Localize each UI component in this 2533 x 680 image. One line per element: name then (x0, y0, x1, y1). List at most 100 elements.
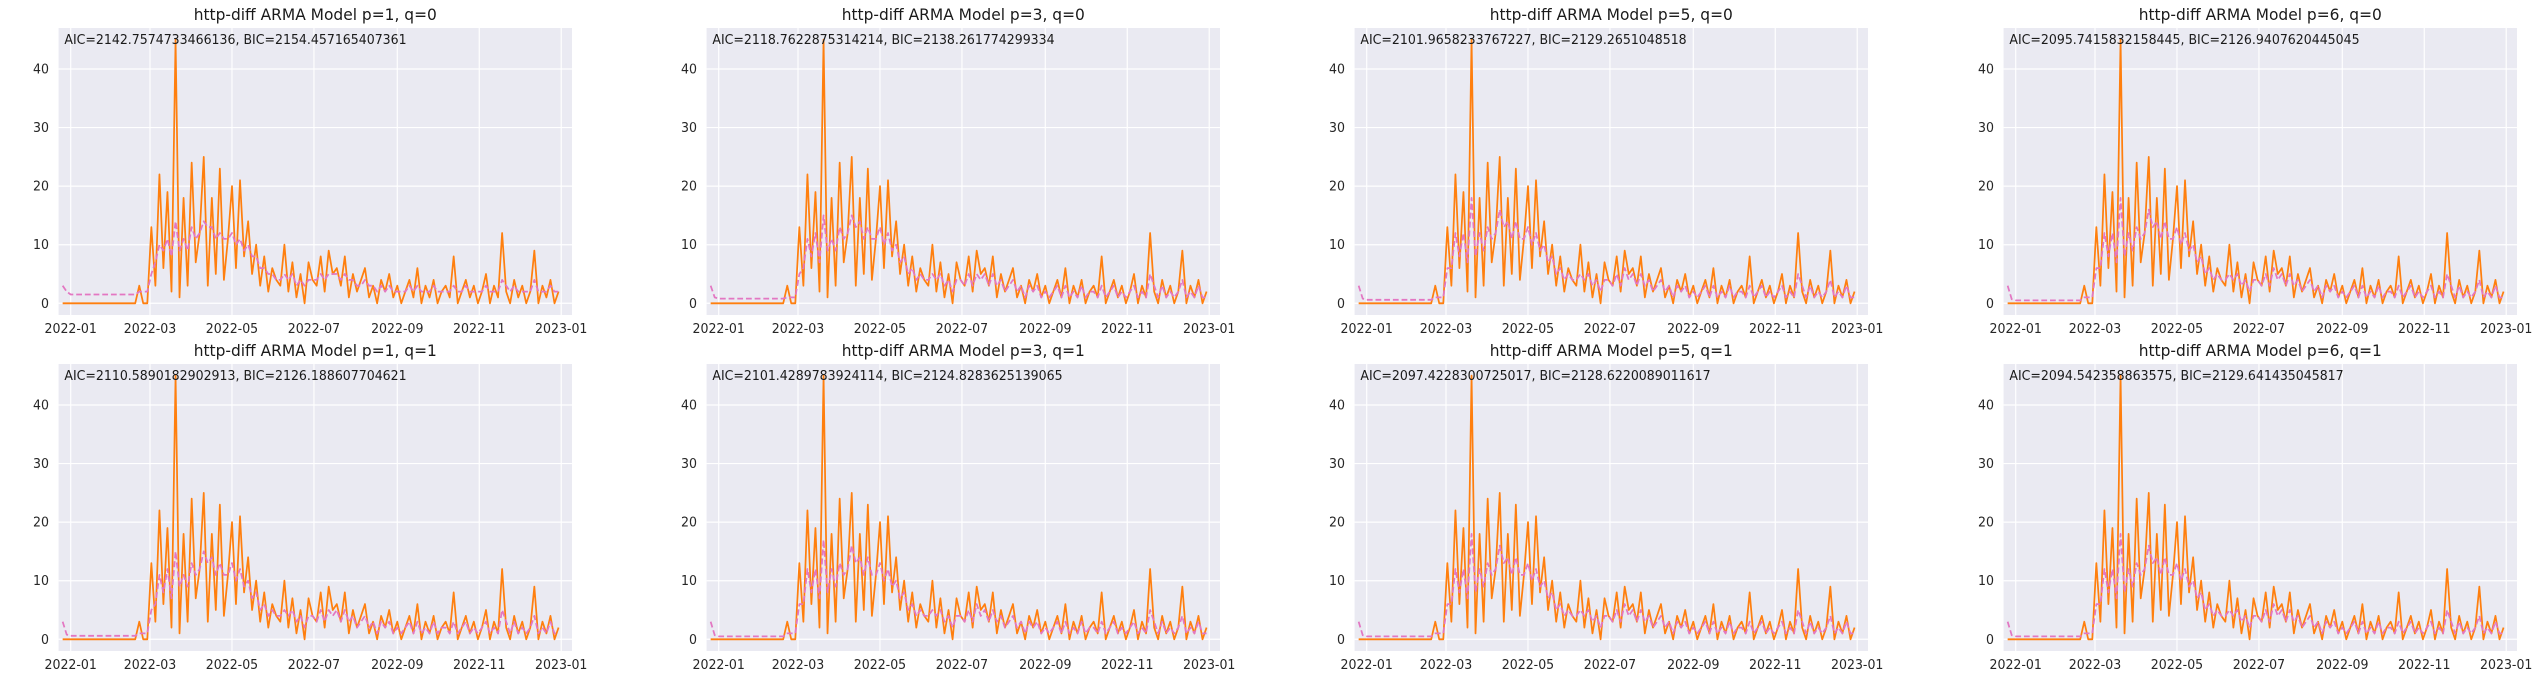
chart-svg: 0 10 20 30 40 2022-01 2022-03 2022-05 2022-07 202… (1329, 341, 1883, 673)
fitted-series-line (2006, 533, 2504, 638)
y-tick-label: 0 (1337, 633, 1345, 648)
x-tick-label: 2022-07 (936, 658, 988, 673)
x-tick-label: 2022-01 (1990, 658, 2042, 673)
x-tick-label: 2022-03 (124, 658, 176, 673)
plot-background (706, 28, 1220, 315)
chart-svg: 0 10 20 30 40 2022-01 2022-03 2022-05 2022-07 202… (1978, 341, 2532, 673)
y-tick-label: 40 (33, 62, 49, 77)
y-tick-label: 10 (33, 574, 49, 589)
fitted-series-line (61, 550, 559, 637)
y-tick-label: 40 (1978, 398, 1994, 413)
y-tick-label: 30 (681, 457, 697, 472)
x-tick-label: 2022-09 (371, 658, 423, 673)
y-tick-label: 0 (41, 297, 49, 312)
x-tick-label: 2022-07 (936, 322, 988, 337)
x-tick-label: 2022-01 (693, 322, 745, 337)
x-tick-label: 2022-09 (2316, 322, 2368, 337)
x-tick-label: 2022-11 (1101, 658, 1153, 673)
x-tick-label: 2022-07 (288, 658, 340, 673)
y-tick-label: 20 (681, 515, 697, 530)
chart-title: http-diff ARMA Model p=5, q=1 (1490, 341, 1733, 360)
x-tick-label: 2022-09 (2316, 658, 2368, 673)
x-tick-label: 2022-03 (1420, 322, 1472, 337)
fitted-series-line (1357, 197, 1855, 301)
y-tick-label: 10 (1978, 574, 1994, 589)
x-tick-label: 2022-09 (371, 322, 423, 337)
aic-bic-annotation: AIC=2118.7622875314214, BIC=2138.2617742… (712, 33, 1054, 48)
y-tick-label: 20 (33, 179, 49, 194)
x-tick-label: 2023-01 (1183, 322, 1235, 337)
y-tick-label: 40 (1329, 398, 1345, 413)
y-tick-label: 40 (681, 398, 697, 413)
y-tick-label: 20 (1978, 515, 1994, 530)
x-tick-label: 2022-05 (1502, 322, 1554, 337)
x-tick-label: 2023-01 (1831, 658, 1883, 673)
x-tick-label: 2022-01 (45, 658, 97, 673)
aic-bic-annotation: AIC=2101.4289783924114, BIC=2124.8283625… (712, 369, 1062, 384)
chart-title: http-diff ARMA Model p=1, q=1 (194, 341, 437, 360)
y-tick-label: 10 (681, 238, 697, 253)
y-tick-label: 30 (1978, 121, 1994, 136)
plot-background (1354, 28, 1868, 315)
chart-title: http-diff ARMA Model p=5, q=0 (1490, 5, 1733, 24)
x-tick-label: 2023-01 (1183, 658, 1235, 673)
chart-svg: 0 10 20 30 40 2022-01 2022-03 2022-05 2022-07 202… (681, 341, 1235, 673)
x-tick-label: 2022-07 (1584, 322, 1636, 337)
y-tick-label: 30 (681, 121, 697, 136)
y-tick-label: 40 (1978, 62, 1994, 77)
fitted-series-line (61, 220, 559, 296)
y-tick-label: 20 (33, 515, 49, 530)
x-tick-label: 2023-01 (535, 322, 587, 337)
plot-background (2003, 364, 2517, 651)
x-tick-label: 2022-05 (2151, 658, 2203, 673)
chart-panel: 0 10 20 30 40 2022-01 2022-03 2022-05 2022-07 202… (1965, 336, 2533, 673)
x-tick-label: 2022-03 (124, 322, 176, 337)
y-tick-label: 30 (33, 121, 49, 136)
plot-background (706, 364, 1220, 651)
plot-background (58, 364, 572, 651)
chart-panel: 0 10 20 30 40 2022-01 2022-03 2022-05 2022-07 202… (20, 0, 599, 337)
x-tick-label: 2022-07 (2233, 658, 2285, 673)
x-tick-label: 2022-11 (2398, 658, 2450, 673)
fitted-series-line (2006, 197, 2504, 302)
y-tick-label: 40 (681, 62, 697, 77)
x-tick-label: 2022-11 (1749, 658, 1801, 673)
y-tick-label: 40 (1329, 62, 1345, 77)
chart-svg: 0 10 20 30 40 2022-01 2022-03 2022-05 2022-07 202… (33, 341, 587, 673)
y-tick-label: 30 (33, 457, 49, 472)
chart-title: http-diff ARMA Model p=1, q=0 (194, 5, 437, 24)
chart-panel: 0 10 20 30 40 2022-01 2022-03 2022-05 2022-07 202… (20, 336, 599, 673)
plot-background (1354, 364, 1868, 651)
fitted-series-line (709, 214, 1207, 300)
y-tick-label: 30 (1329, 457, 1345, 472)
chart-svg: 0 10 20 30 40 2022-01 2022-03 2022-05 2022-07 202… (1329, 5, 1883, 337)
chart-title: http-diff ARMA Model p=6, q=1 (2139, 341, 2382, 360)
chart-svg: 0 10 20 30 40 2022-01 2022-03 2022-05 2022-07 202… (1978, 5, 2532, 337)
y-tick-label: 20 (1329, 515, 1345, 530)
y-tick-label: 10 (33, 238, 49, 253)
y-tick-label: 0 (689, 297, 697, 312)
x-tick-label: 2022-11 (2398, 322, 2450, 337)
y-tick-label: 10 (1978, 238, 1994, 253)
aic-bic-annotation: AIC=2142.7574733466136, BIC=2154.4571654… (64, 33, 406, 48)
chart-title: http-diff ARMA Model p=6, q=0 (2139, 5, 2382, 24)
x-tick-label: 2022-01 (693, 658, 745, 673)
fitted-series-line (1357, 533, 1855, 638)
x-tick-label: 2022-09 (1019, 658, 1071, 673)
x-tick-label: 2022-01 (45, 322, 97, 337)
x-tick-label: 2022-09 (1667, 658, 1719, 673)
chart-svg: 0 10 20 30 40 2022-01 2022-03 2022-05 2022-07 202… (681, 5, 1235, 337)
aic-bic-annotation: AIC=2101.9658233767227, BIC=2129.2651048… (1360, 33, 1686, 48)
actual-series-line (710, 374, 1208, 641)
x-tick-label: 2022-07 (288, 322, 340, 337)
y-tick-label: 20 (1329, 179, 1345, 194)
x-tick-label: 2023-01 (2480, 658, 2532, 673)
x-tick-label: 2022-11 (453, 658, 505, 673)
aic-bic-annotation: AIC=2094.542358863575, BIC=2129.64143504… (2009, 369, 2343, 384)
y-tick-label: 20 (681, 179, 697, 194)
x-tick-label: 2022-09 (1019, 322, 1071, 337)
x-tick-label: 2022-09 (1667, 322, 1719, 337)
x-tick-label: 2023-01 (535, 658, 587, 673)
chart-svg: 0 10 20 30 40 2022-01 2022-03 2022-05 2022-07 202… (33, 5, 587, 337)
